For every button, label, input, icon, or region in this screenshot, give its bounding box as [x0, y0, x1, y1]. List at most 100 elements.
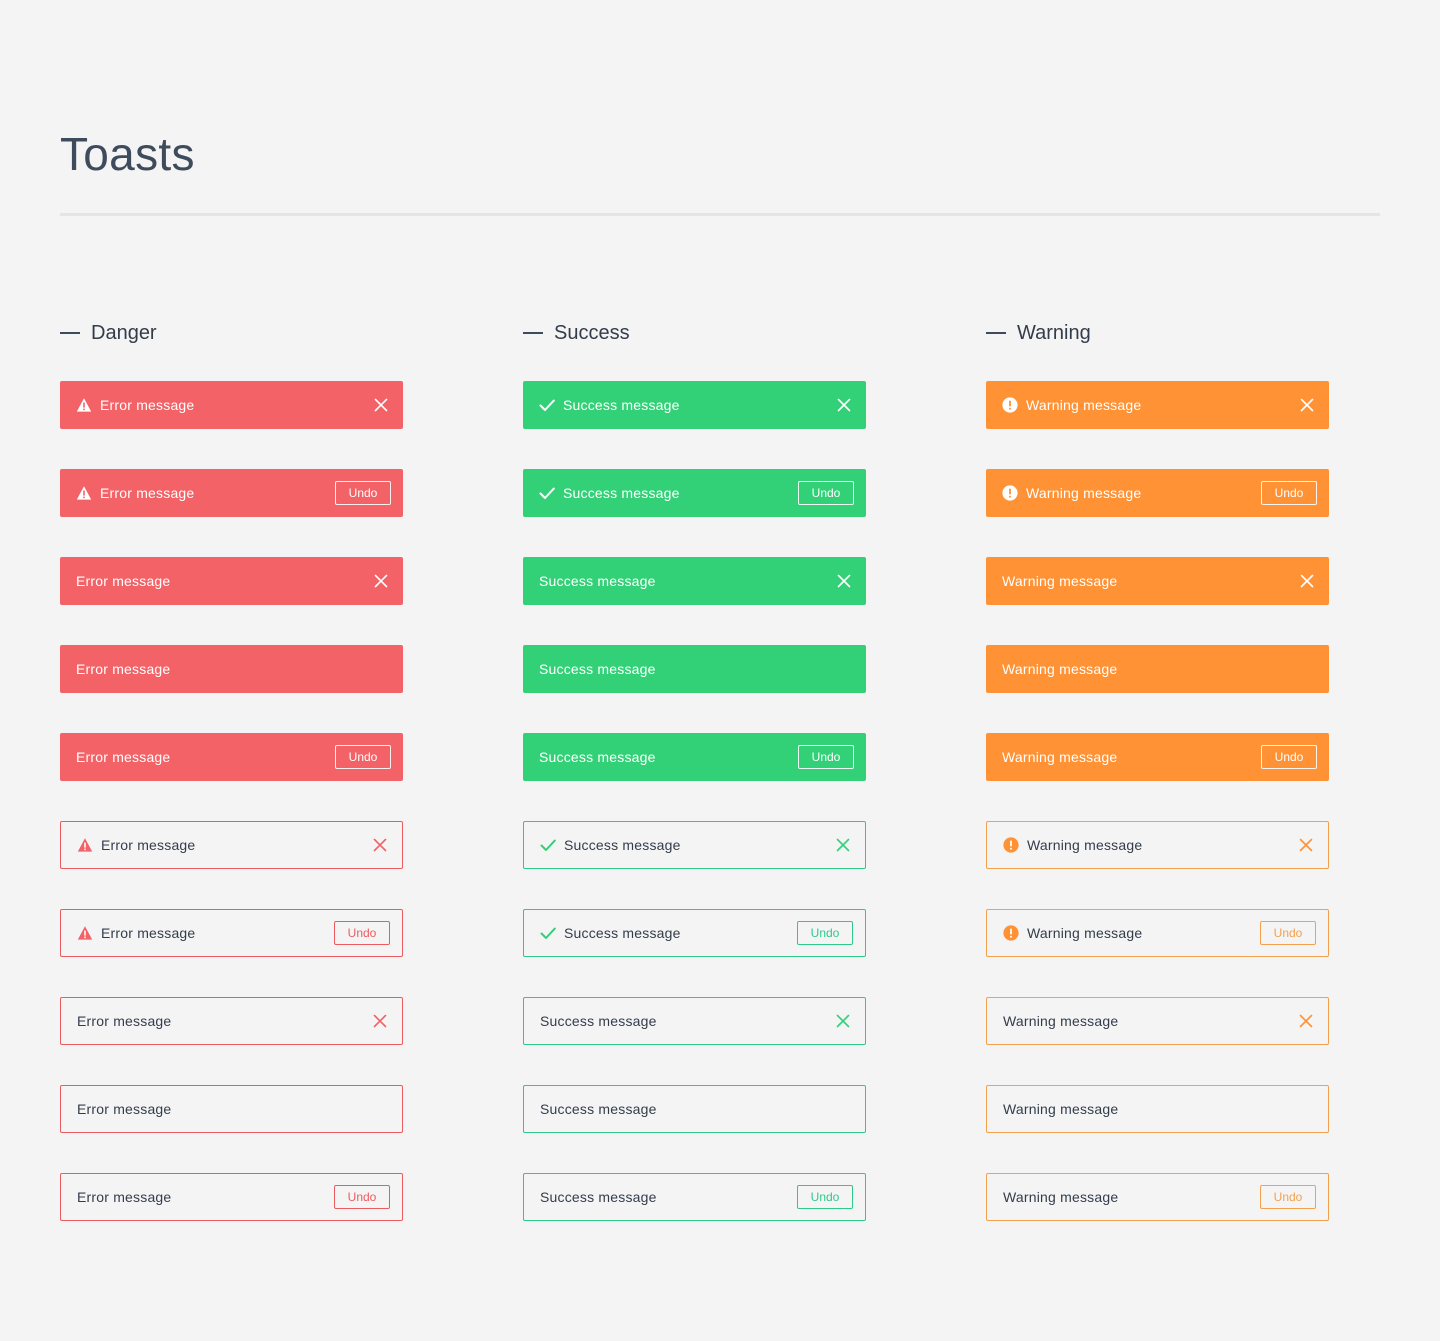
toast-danger: Error message [60, 1085, 403, 1133]
toast-message: Error message [100, 397, 195, 413]
toast-message: Error message [100, 485, 195, 501]
toast-message: Warning message [1027, 925, 1143, 941]
heading-dash [523, 332, 543, 334]
close-icon[interactable] [374, 574, 388, 588]
toast-message: Error message [77, 1013, 172, 1029]
page-title: Toasts [60, 128, 195, 180]
column-title: Success [554, 321, 630, 344]
toast-success: Success message [523, 997, 866, 1045]
column-heading: Danger [60, 318, 403, 348]
toast-message: Warning message [1003, 1101, 1119, 1117]
column-success: Success Success message Success message Un… [523, 318, 866, 1221]
toast-message: Warning message [1027, 837, 1143, 853]
toast-message: Success message [563, 397, 680, 413]
toast-success: Success message [523, 557, 866, 605]
exclamation-circle-icon [1002, 397, 1018, 413]
toast-success: Success message [523, 821, 866, 869]
toast-danger: Error message [60, 381, 403, 429]
toast-message: Warning message [1002, 573, 1118, 589]
toast-warning: Warning message Undo [986, 909, 1329, 957]
toast-success: Success message Undo [523, 1173, 866, 1221]
toast-message: Warning message [1002, 661, 1118, 677]
toast-warning: Warning message Undo [986, 469, 1329, 517]
toast-message: Warning message [1003, 1013, 1119, 1029]
undo-button[interactable]: Undo [798, 745, 854, 769]
toast-success: Success message Undo [523, 469, 866, 517]
column-heading: Success [523, 318, 866, 348]
undo-button[interactable]: Undo [335, 745, 391, 769]
checkmark-icon [539, 397, 555, 413]
toast-success: Success message Undo [523, 909, 866, 957]
close-icon[interactable] [837, 398, 851, 412]
undo-button[interactable]: Undo [1261, 745, 1317, 769]
checkmark-icon [540, 837, 556, 853]
column-title: Danger [91, 321, 157, 344]
checkmark-icon [540, 925, 556, 941]
toast-warning: Warning message [986, 557, 1329, 605]
toast-message: Warning message [1003, 1189, 1119, 1205]
exclamation-circle-icon [1003, 925, 1019, 941]
close-icon[interactable] [373, 838, 387, 852]
toast-success: Success message [523, 381, 866, 429]
toast-danger: Error message [60, 821, 403, 869]
toast-message: Success message [540, 1013, 657, 1029]
toast-danger: Error message [60, 557, 403, 605]
toast-danger: Error message Undo [60, 733, 403, 781]
undo-button[interactable]: Undo [798, 481, 854, 505]
toast-message: Success message [539, 573, 656, 589]
column-danger: Danger Error message Error message Undo Err… [60, 318, 403, 1221]
toast-warning: Warning message Undo [986, 1173, 1329, 1221]
toast-danger: Error message Undo [60, 469, 403, 517]
close-icon[interactable] [836, 1014, 850, 1028]
toast-message: Warning message [1026, 485, 1142, 501]
heading-dash [986, 332, 1006, 334]
toast-danger: Error message [60, 645, 403, 693]
warning-triangle-icon [76, 485, 92, 501]
undo-button[interactable]: Undo [334, 1185, 390, 1209]
toast-message: Error message [76, 749, 171, 765]
close-icon[interactable] [1300, 398, 1314, 412]
toast-danger: Error message Undo [60, 909, 403, 957]
toast-warning: Warning message [986, 821, 1329, 869]
heading-dash [60, 332, 80, 334]
undo-button[interactable]: Undo [797, 1185, 853, 1209]
toast-danger: Error message Undo [60, 1173, 403, 1221]
toast-danger: Error message [60, 997, 403, 1045]
undo-button[interactable]: Undo [1260, 1185, 1316, 1209]
toast-message: Warning message [1002, 749, 1118, 765]
toast-success: Success message [523, 1085, 866, 1133]
warning-triangle-icon [76, 397, 92, 413]
toast-warning: Warning message [986, 381, 1329, 429]
close-icon[interactable] [1299, 838, 1313, 852]
toast-message: Error message [76, 661, 171, 677]
toast-warning: Warning message [986, 997, 1329, 1045]
close-icon[interactable] [836, 838, 850, 852]
toast-warning: Warning message [986, 645, 1329, 693]
toast-message: Error message [77, 1189, 172, 1205]
toast-message: Error message [77, 1101, 172, 1117]
title-divider [60, 213, 1380, 216]
close-icon[interactable] [1299, 1014, 1313, 1028]
close-icon[interactable] [837, 574, 851, 588]
toast-message: Error message [101, 837, 196, 853]
close-icon[interactable] [1300, 574, 1314, 588]
undo-button[interactable]: Undo [797, 921, 853, 945]
toast-message: Error message [101, 925, 196, 941]
toast-message: Success message [539, 749, 656, 765]
exclamation-circle-icon [1002, 485, 1018, 501]
toast-message: Success message [540, 1101, 657, 1117]
undo-button[interactable]: Undo [335, 481, 391, 505]
undo-button[interactable]: Undo [1261, 481, 1317, 505]
column-heading: Warning [986, 318, 1329, 348]
toast-message: Success message [539, 661, 656, 677]
checkmark-icon [539, 485, 555, 501]
undo-button[interactable]: Undo [334, 921, 390, 945]
toast-message: Success message [564, 925, 681, 941]
close-icon[interactable] [373, 1014, 387, 1028]
toast-message: Success message [540, 1189, 657, 1205]
close-icon[interactable] [374, 398, 388, 412]
toast-warning: Warning message Undo [986, 733, 1329, 781]
undo-button[interactable]: Undo [1260, 921, 1316, 945]
toast-message: Error message [76, 573, 171, 589]
toast-message: Success message [563, 485, 680, 501]
